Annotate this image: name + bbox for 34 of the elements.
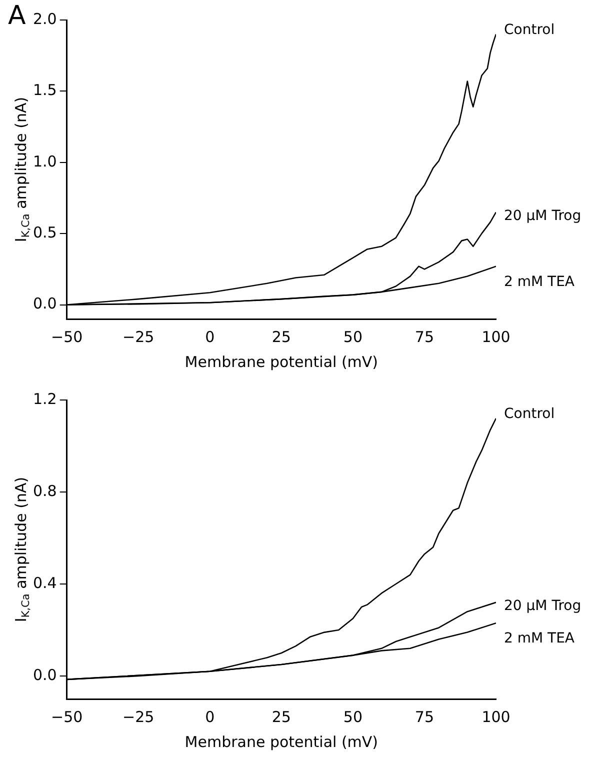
y-axis-title: IK,Ca amplitude (nA) xyxy=(12,96,32,242)
x-tick-label: 25 xyxy=(272,708,291,726)
y-tick-label: 1.5 xyxy=(32,81,57,100)
x-tick-label: −25 xyxy=(122,328,154,346)
y-tick-label: 2.0 xyxy=(32,10,57,28)
y-tick-label: 0.0 xyxy=(32,666,57,684)
y-tick-label: 0.0 xyxy=(32,294,57,313)
text: A xyxy=(8,0,26,31)
x-tick-label: 100 xyxy=(482,328,510,346)
y-tick-label: 0.8 xyxy=(32,482,57,500)
y-tick-label: 1.2 xyxy=(32,390,57,408)
x-tick-label: −50 xyxy=(51,708,83,726)
series-label: 20 μM Trog xyxy=(504,598,582,614)
x-tick-label: 50 xyxy=(343,328,362,346)
x-tick-label: 75 xyxy=(414,708,434,726)
y-tick-label: 0.5 xyxy=(32,223,57,242)
x-tick-label: 0 xyxy=(205,328,215,346)
x-tick-label: −50 xyxy=(51,328,83,346)
x-tick-label: 100 xyxy=(482,708,510,726)
y-tick-label: 0.4 xyxy=(32,574,57,592)
series-label: 20 μM Trog xyxy=(504,208,582,224)
series-label: 2 mM TEA xyxy=(504,630,575,647)
y-tick-label: 1.0 xyxy=(32,152,57,170)
series-label: Control xyxy=(504,22,555,38)
x-tick-label: 50 xyxy=(343,708,362,726)
x-axis-title: Membrane potential (mV) xyxy=(184,732,378,751)
series-label: 2 mM TEA xyxy=(504,274,575,290)
x-tick-label: 0 xyxy=(205,708,215,726)
x-tick-label: −25 xyxy=(122,708,154,726)
x-axis-title: Membrane potential (mV) xyxy=(184,352,378,371)
series-label: Control xyxy=(504,406,555,422)
x-tick-label: 75 xyxy=(414,328,434,346)
y-axis-title: IK,Ca amplitude (nA) xyxy=(12,476,32,622)
x-tick-label: 25 xyxy=(272,328,291,346)
